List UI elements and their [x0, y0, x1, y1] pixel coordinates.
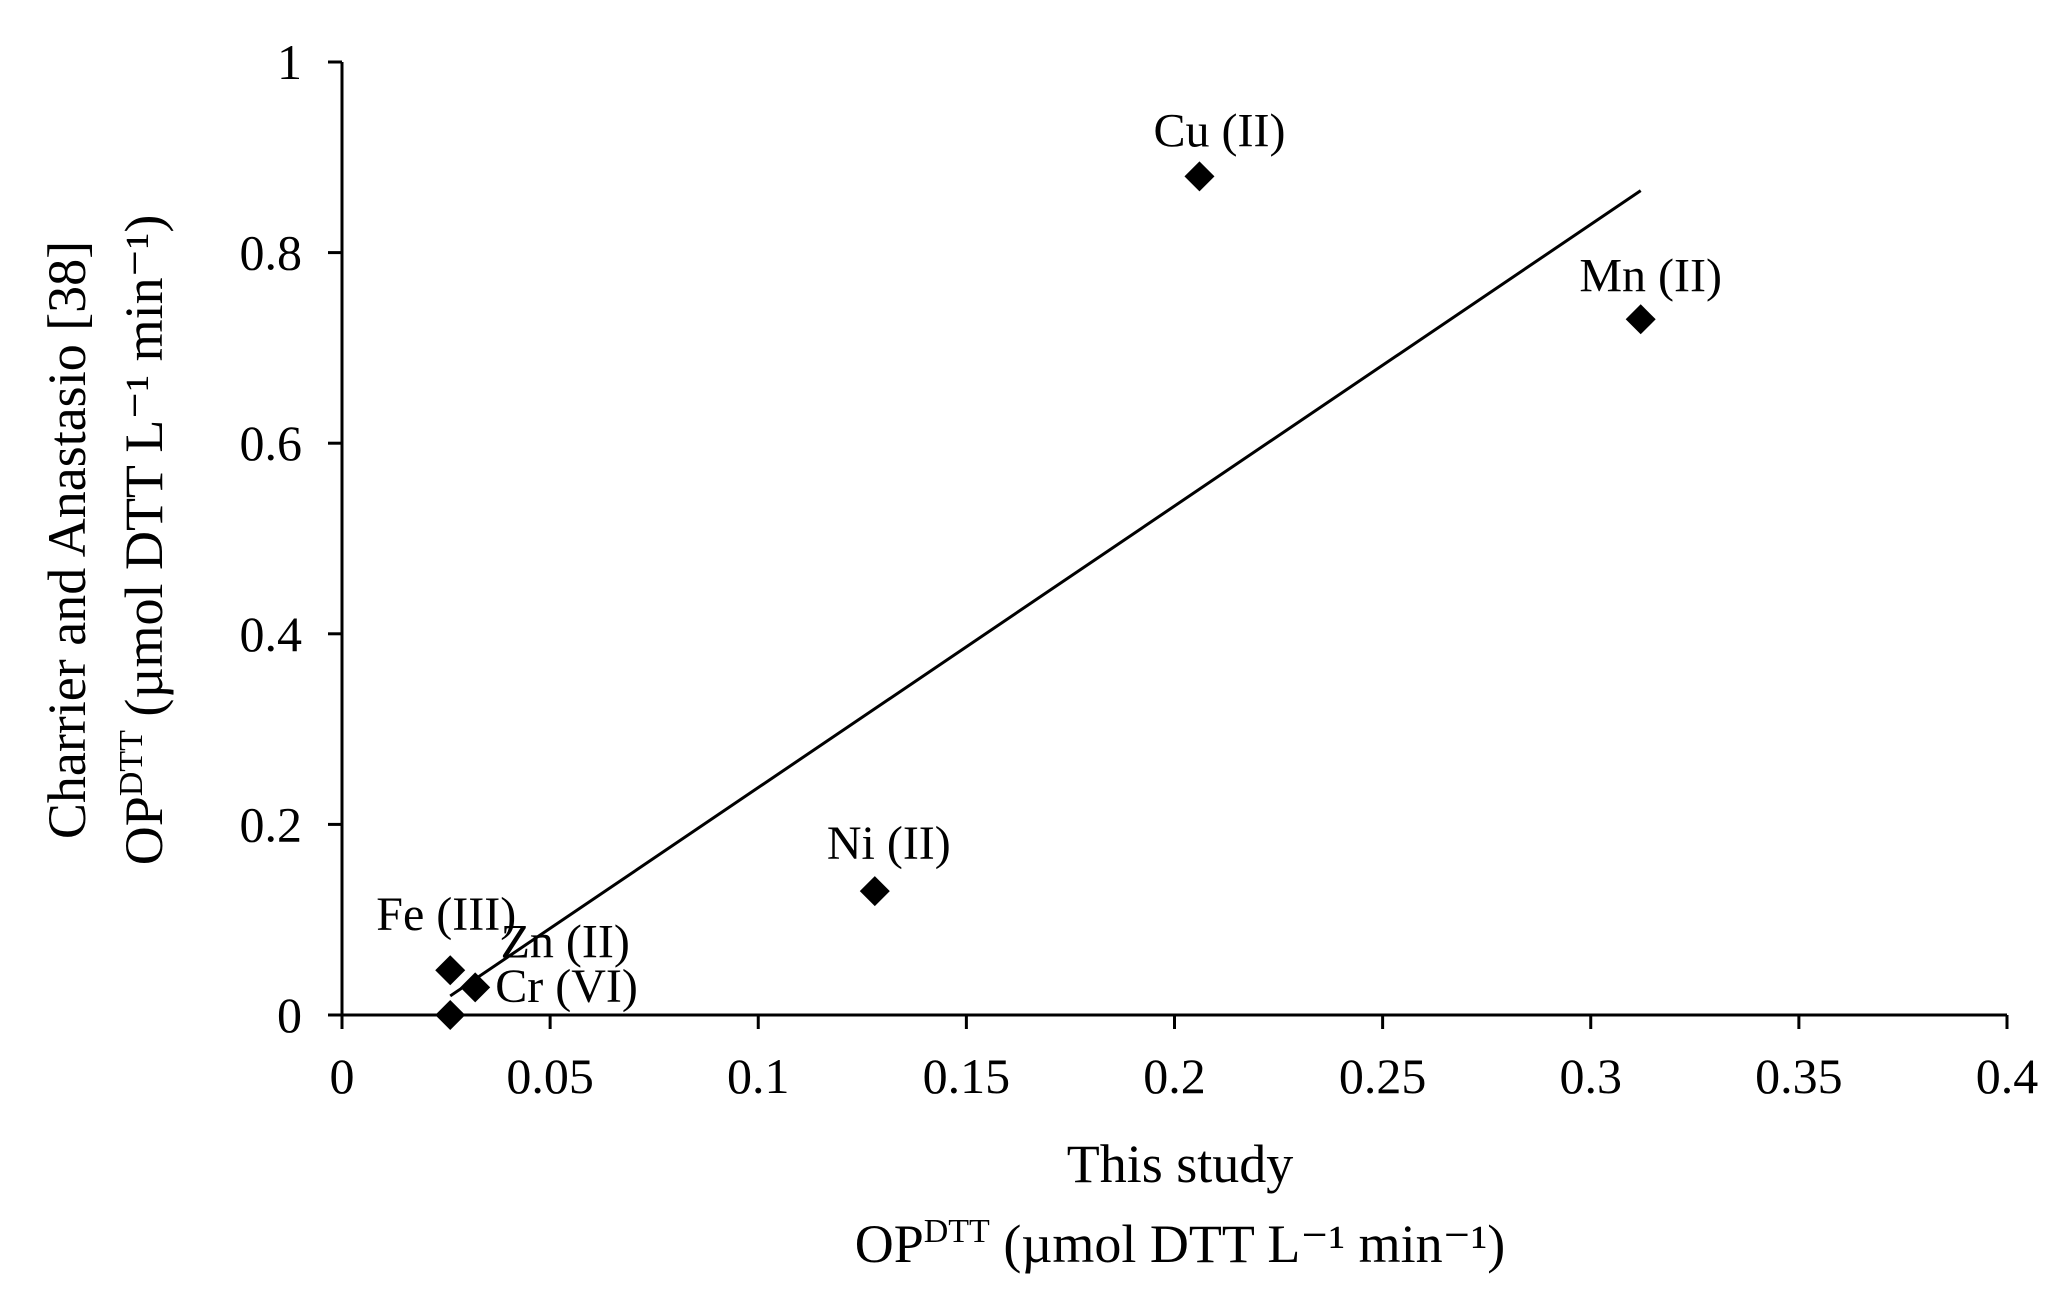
- y-tick-label: 0.2: [240, 796, 303, 852]
- x-ticks: 0 0.05 0.1 0.15 0.2 0.25 0.3 0.35 0.4: [330, 1015, 2039, 1104]
- data-point-label: Cu (II): [1153, 104, 1285, 157]
- y-ticks: 0 0.2 0.4 0.6 0.8 1: [240, 34, 342, 1043]
- x-axis-title-line1: This study: [1067, 1134, 1294, 1194]
- x-tick-label: 0: [330, 1048, 355, 1104]
- point-labels: Cu (II) Mn (II) Ni (II) Fe (III)Zn (II)Cr (…: [376, 104, 1722, 1013]
- x-axis: 0 0.05 0.1 0.15 0.2 0.25 0.3 0.35 0.4: [330, 1013, 2039, 1104]
- data-point: [1184, 161, 1215, 192]
- x-tick-label: 0.2: [1143, 1048, 1206, 1104]
- y-axis-title-line2-group: OPDTT (µmol DTT L⁻¹ min⁻¹): [113, 215, 174, 866]
- data-point-label: Fe (III): [376, 888, 516, 941]
- x-tick-label: 0.35: [1755, 1048, 1843, 1104]
- y-tick-label: 0.6: [240, 415, 303, 471]
- x-axis-title-line2: OPDTT (µmol DTT L⁻¹ min⁻¹): [855, 1213, 1506, 1274]
- y-tick-label: 0.8: [240, 225, 303, 281]
- y-axis-title-line1-group: Charrier and Anastasio [38]: [37, 241, 97, 839]
- y-axis-title-sup: DTT: [113, 730, 150, 796]
- data-point-label: Zn (II): [501, 915, 630, 968]
- y-axis: 0 0.2 0.4 0.6 0.8 1: [240, 34, 344, 1043]
- y-tick-label: 1: [277, 34, 302, 90]
- x-tick-label: 0.1: [727, 1048, 790, 1104]
- x-tick-label: 0.3: [1560, 1048, 1623, 1104]
- data-point: [435, 955, 466, 986]
- x-axis-title-op: OP: [855, 1214, 924, 1274]
- y-axis-title-op: OP: [114, 796, 174, 865]
- y-axis-title-units: (µmol DTT L⁻¹ min⁻¹): [114, 215, 174, 730]
- data-point-label: Ni (II): [827, 817, 951, 870]
- y-axis-title-line2: OPDTT (µmol DTT L⁻¹ min⁻¹): [113, 215, 174, 866]
- data-point: [460, 972, 491, 1003]
- x-tick-label: 0.15: [923, 1048, 1011, 1104]
- data-point: [859, 876, 890, 907]
- x-axis-title-units: (µmol DTT L⁻¹ min⁻¹): [990, 1214, 1505, 1274]
- data-points: [435, 161, 1656, 1030]
- x-tick-label: 0.4: [1976, 1048, 2039, 1104]
- data-point: [435, 1000, 466, 1030]
- y-tick-label: 0: [277, 987, 302, 1043]
- y-axis-title-line1: Charrier and Anastasio [38]: [37, 241, 97, 839]
- trendline: [449, 189, 1642, 998]
- x-tick-label: 0.05: [506, 1048, 594, 1104]
- data-point: [1625, 304, 1656, 335]
- data-point-label: Cr (VI): [495, 960, 638, 1013]
- x-axis-title-sup: DTT: [924, 1213, 990, 1250]
- x-tick-label: 0.25: [1339, 1048, 1427, 1104]
- y-tick-label: 0.4: [240, 606, 303, 662]
- data-point-label: Mn (II): [1579, 249, 1722, 302]
